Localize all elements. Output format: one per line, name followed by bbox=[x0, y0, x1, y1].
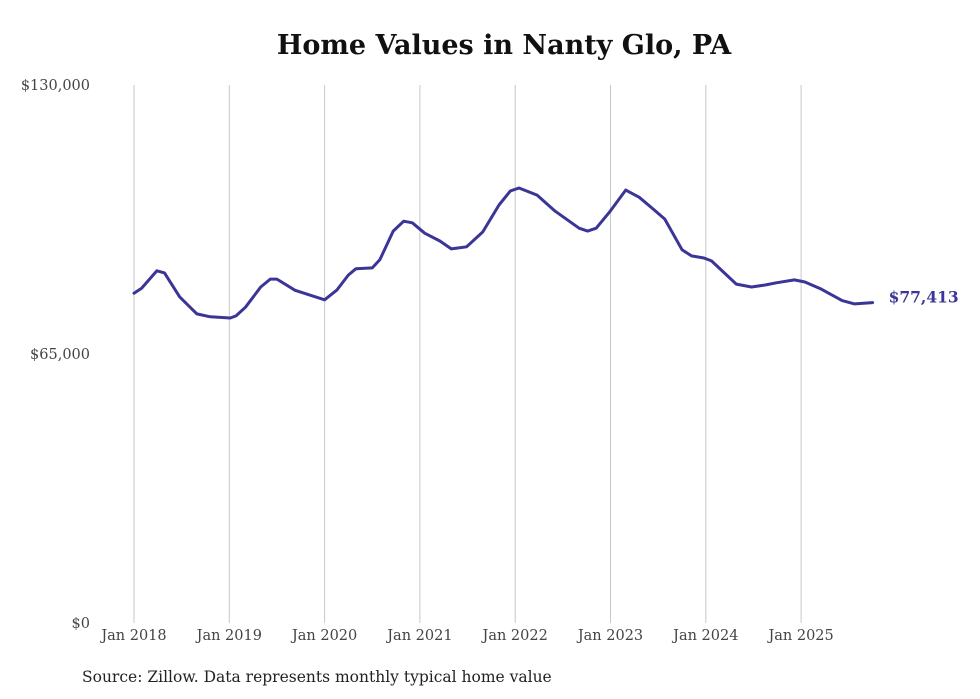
y-tick-label: $0 bbox=[72, 616, 90, 632]
x-tick-label: Jan 2020 bbox=[290, 628, 357, 644]
source-note: Source: Zillow. Data represents monthly … bbox=[82, 668, 552, 686]
x-tick-label: Jan 2022 bbox=[481, 628, 548, 644]
x-tick-label: Jan 2025 bbox=[766, 628, 833, 644]
x-tick-label: Jan 2018 bbox=[99, 628, 166, 644]
end-value-label: $77,413 bbox=[889, 288, 959, 307]
x-tick-label: Jan 2021 bbox=[385, 628, 452, 644]
x-tick-label: Jan 2023 bbox=[576, 628, 643, 644]
x-tick-label: Jan 2019 bbox=[195, 628, 262, 644]
y-tick-label: $65,000 bbox=[30, 347, 90, 363]
chart-title: Home Values in Nanty Glo, PA bbox=[276, 30, 732, 61]
x-tick-label: Jan 2024 bbox=[671, 628, 738, 644]
series-line bbox=[132, 186, 875, 320]
y-tick-label: $130,000 bbox=[21, 78, 90, 94]
